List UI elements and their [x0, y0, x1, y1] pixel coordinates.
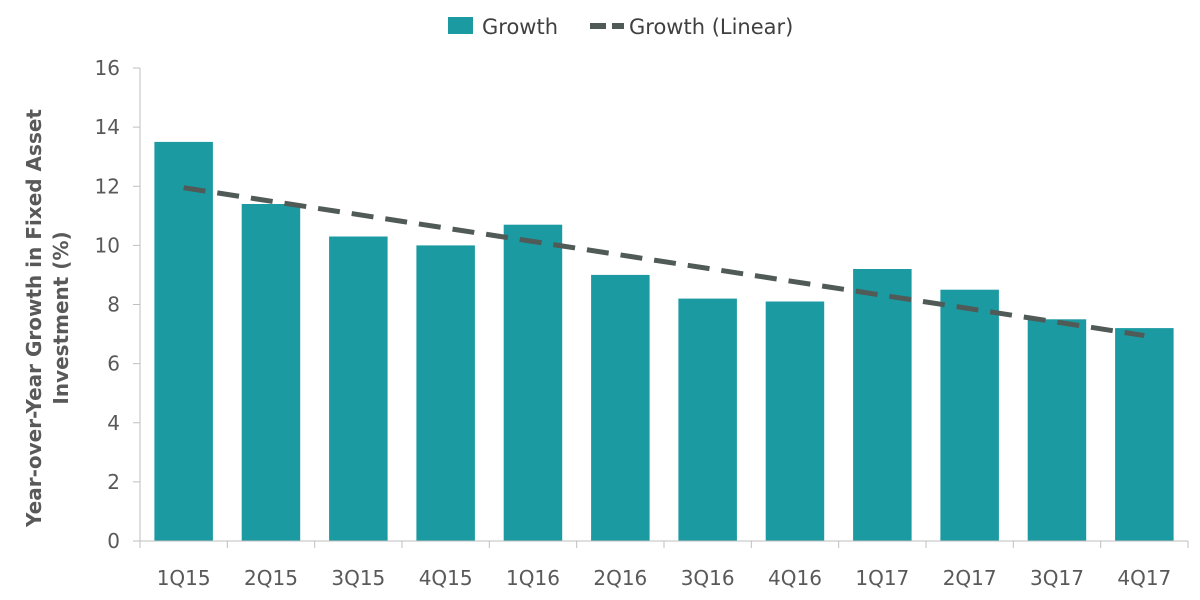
bar-3Q17 — [1027, 319, 1087, 541]
bar-1Q17 — [853, 269, 912, 541]
legend-label-linear: Growth (Linear) — [629, 15, 793, 39]
legend-swatch-growth — [448, 17, 473, 34]
y-tick-label: 2 — [107, 470, 120, 494]
bar-4Q17 — [1115, 328, 1174, 541]
x-tick-label: 3Q16 — [681, 566, 735, 590]
x-tick-label: 1Q15 — [157, 566, 211, 590]
bars — [154, 141, 1174, 541]
trendline — [183, 185, 1145, 339]
x-tick-label: 4Q17 — [1117, 566, 1171, 590]
bar-4Q15 — [416, 245, 475, 541]
x-tick-label: 2Q15 — [244, 566, 298, 590]
bar-1Q15 — [154, 141, 213, 541]
bar-1Q16 — [503, 224, 563, 541]
trendline-group — [183, 185, 1145, 339]
y-tick-label: 4 — [107, 411, 120, 435]
y-axis-title-line-1: Year-over-Year Growth in Fixed Asset — [22, 109, 46, 528]
bar-3Q16 — [678, 298, 737, 541]
x-tick-label: 1Q17 — [855, 566, 909, 590]
x-tick-label: 4Q15 — [419, 566, 473, 590]
x-tick-label: 3Q17 — [1030, 566, 1084, 590]
bar-4Q16 — [765, 301, 825, 541]
y-axis: 0 2 4 6 8 10 12 14 16 — [95, 56, 141, 553]
y-tick-label: 8 — [107, 293, 120, 317]
y-axis-title-line-2: Investment (%) — [49, 231, 73, 404]
bar-2Q16 — [591, 274, 650, 541]
x-tick-label: 2Q16 — [593, 566, 647, 590]
y-tick-label: 6 — [107, 352, 120, 376]
x-tick-label: 3Q15 — [331, 566, 385, 590]
bar-2Q15 — [241, 204, 301, 541]
y-tick-label: 0 — [107, 529, 120, 553]
legend: Growth Growth (Linear) — [448, 15, 793, 39]
x-tick-label: 2Q17 — [943, 566, 997, 590]
y-tick-label: 14 — [95, 115, 120, 139]
y-axis-title: Year-over-Year Growth in Fixed Asset Inv… — [22, 109, 73, 528]
x-tick-label: 4Q16 — [768, 566, 822, 590]
bar-2Q17 — [940, 289, 999, 541]
legend-label-growth: Growth — [482, 15, 558, 39]
y-tick-label: 12 — [95, 174, 120, 198]
y-tick-label: 10 — [95, 233, 120, 257]
bar-3Q15 — [329, 236, 388, 541]
x-tick-label: 1Q16 — [506, 566, 560, 590]
y-tick-label: 16 — [95, 56, 120, 80]
x-axis: 1Q15 2Q15 3Q15 4Q15 1Q16 2Q16 3Q16 4Q16 1Q17 2Q17… — [139, 540, 1189, 590]
